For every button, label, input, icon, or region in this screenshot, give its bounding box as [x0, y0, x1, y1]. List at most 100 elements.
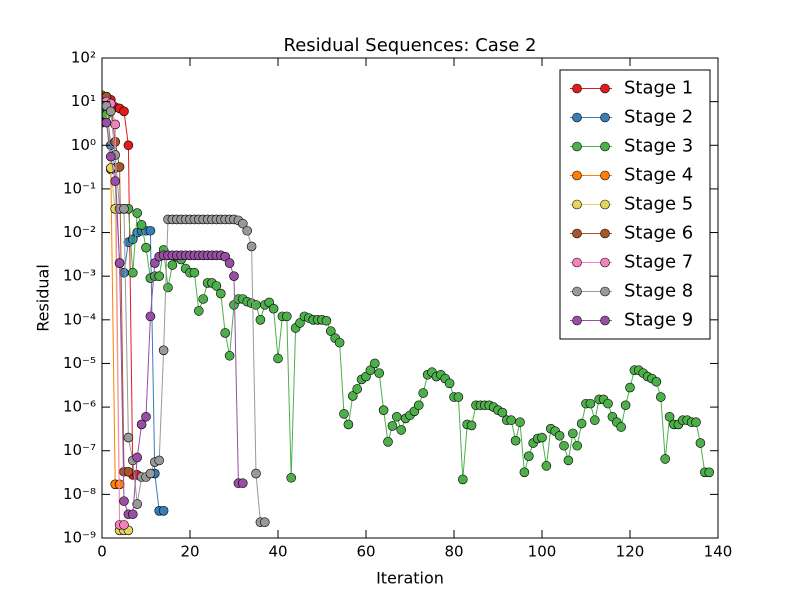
y-tick-label: 10⁻⁵: [63, 354, 96, 372]
data-point: [413, 400, 424, 411]
y-tick-label: 10⁻²: [63, 223, 96, 241]
data-point: [466, 420, 477, 431]
data-point: [114, 162, 125, 172]
x-tick-label: 20: [180, 543, 199, 561]
y-tick-label: 10⁻³: [63, 267, 96, 285]
data-point: [286, 472, 297, 483]
data-point: [242, 225, 252, 236]
data-point: [559, 440, 569, 451]
data-point: [625, 382, 635, 393]
data-point: [132, 452, 142, 463]
plot-frame: [101, 57, 719, 539]
y-tick-label: 10⁻⁸: [63, 485, 96, 503]
data-point: [123, 432, 134, 443]
x-axis-label: Iteration: [376, 569, 444, 588]
data-point: [106, 163, 116, 173]
x-tick-label: 140: [704, 543, 733, 561]
data-point: [145, 225, 156, 236]
data-point: [246, 241, 257, 252]
legend-marker: [600, 286, 610, 297]
legend-label: Stage 3: [624, 136, 693, 157]
legend-label: Stage 1: [624, 78, 693, 99]
legend-label: Stage 4: [624, 165, 693, 186]
legend-marker: [572, 83, 582, 94]
y-tick-label: 10⁰: [71, 136, 96, 154]
y-tick-label: 10⁻⁹: [63, 529, 96, 547]
data-point: [537, 432, 547, 443]
data-point: [123, 466, 134, 477]
y-tick-label: 10⁻⁴: [63, 310, 96, 328]
data-point: [352, 384, 363, 394]
data-point: [119, 520, 129, 530]
data-point: [396, 425, 407, 435]
data-point: [374, 368, 385, 378]
data-point: [145, 468, 156, 479]
y-tick-label: 10⁻⁷: [63, 441, 96, 459]
data-point: [132, 208, 142, 218]
data-point: [325, 326, 336, 336]
data-point: [453, 392, 464, 402]
legend-label: Stage 2: [624, 107, 693, 128]
x-tick-label: 80: [444, 543, 463, 561]
x-tick-label: 100: [528, 543, 557, 561]
data-point: [136, 419, 147, 430]
data-point: [321, 315, 332, 326]
data-point: [167, 260, 178, 270]
data-point: [660, 454, 671, 464]
data-point: [158, 506, 169, 516]
data-point: [198, 294, 208, 304]
data-point: [224, 350, 235, 361]
data-point: [216, 288, 226, 299]
data-point: [189, 267, 200, 278]
data-point: [194, 306, 204, 316]
legend-marker: [572, 199, 582, 210]
data-point: [158, 345, 169, 356]
data-point: [365, 365, 376, 376]
data-point: [128, 509, 138, 520]
data-point: [154, 455, 164, 466]
data-point: [102, 117, 112, 128]
data-point: [563, 455, 574, 466]
legend-marker: [600, 315, 610, 326]
data-point: [281, 311, 292, 322]
data-point: [515, 417, 525, 428]
data-point: [123, 140, 134, 151]
data-point: [119, 496, 129, 506]
data-point: [369, 358, 380, 369]
data-point: [259, 517, 270, 528]
y-tick-label: 10⁻¹: [63, 179, 96, 197]
y-tick-label: 10⁻⁶: [63, 398, 96, 416]
data-point: [128, 267, 138, 278]
data-point: [664, 411, 675, 422]
legend-marker: [572, 112, 582, 123]
data-point: [510, 435, 521, 446]
data-point: [251, 468, 261, 479]
x-tick-label: 120: [616, 543, 645, 561]
legend-label: Stage 5: [624, 194, 693, 215]
data-point: [572, 440, 583, 451]
data-point: [497, 407, 508, 418]
data-point: [506, 415, 517, 426]
legend-marker: [572, 286, 582, 297]
data-point: [603, 398, 613, 409]
legend-marker: [572, 315, 582, 326]
x-tick-label: 60: [356, 543, 375, 561]
data-point: [585, 398, 596, 409]
legend-marker: [572, 257, 582, 268]
data-point: [576, 418, 587, 429]
data-point: [554, 430, 565, 441]
data-point: [616, 422, 627, 432]
legend: Stage 1 Stage 2 Stage 3 Stage 4 Stage 5 Stage…: [559, 69, 711, 340]
legend-label: Stage 7: [624, 252, 693, 273]
legend-marker: [600, 141, 610, 152]
data-point: [655, 392, 666, 402]
legend-marker: [600, 257, 610, 268]
y-tick-label: 10²: [71, 49, 96, 67]
data-point: [145, 311, 156, 322]
data-point: [119, 204, 129, 214]
data-point: [704, 467, 715, 478]
data-point: [334, 337, 345, 348]
data-point: [457, 474, 468, 485]
data-point: [163, 282, 173, 293]
